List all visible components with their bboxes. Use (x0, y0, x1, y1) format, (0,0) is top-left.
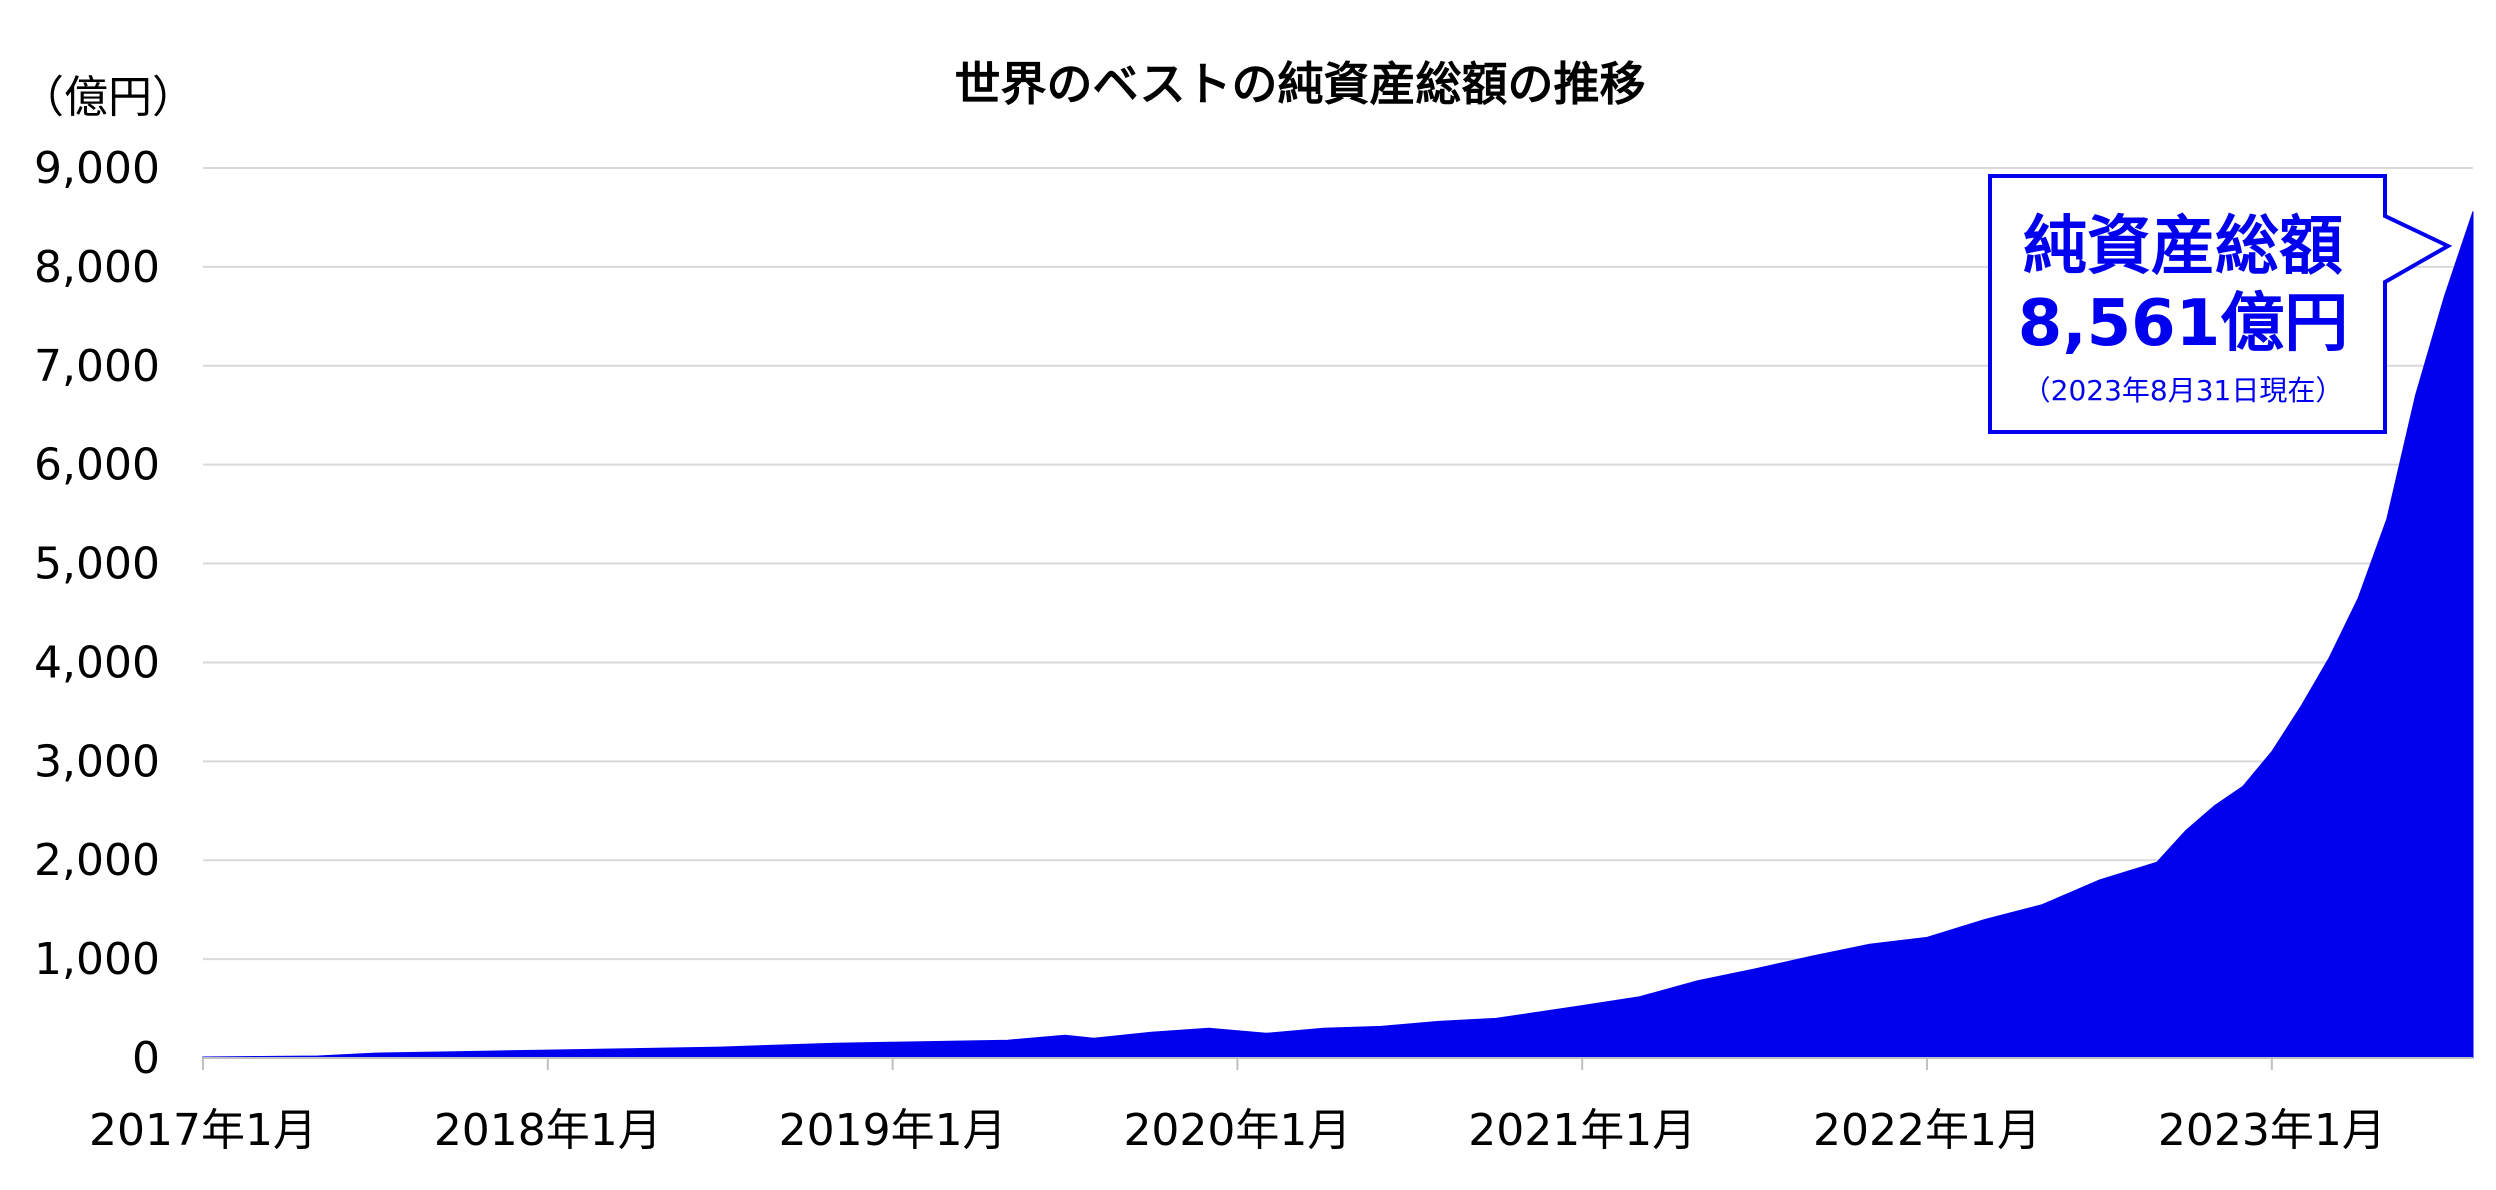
y-tick-label: 4,000 (34, 637, 160, 688)
aum-callout: 純資産総額 8,561億円 （2023年8月31日現在） (1988, 174, 2453, 434)
y-tick-label: 2,000 (34, 835, 160, 886)
x-tick-label: 2022年1月 (1813, 1105, 2041, 1156)
callout-box (1988, 174, 2453, 434)
x-tick-label: 2020年1月 (1123, 1105, 1351, 1156)
x-axis-ticks: 2017年1月 2018年1月 2019年1月 2020年1月 2021年1月 2022年… (89, 1058, 2386, 1156)
gridlines (203, 167, 2473, 961)
x-tick-label: 2023年1月 (2158, 1105, 2386, 1156)
x-tick-label: 2018年1月 (434, 1105, 662, 1156)
aum-area-series (202, 211, 2474, 1059)
callout-date: （2023年8月31日現在） (2023, 374, 2344, 407)
callout-value: 8,561億円 (2018, 287, 2348, 361)
y-tick-label: 5,000 (34, 539, 160, 590)
y-axis-unit-label: （億円） (20, 72, 196, 123)
plot-area (202, 211, 2474, 1059)
x-tick-label: 2017年1月 (89, 1105, 317, 1156)
y-tick-label: 8,000 (34, 242, 160, 293)
y-tick-label: 1,000 (34, 934, 160, 985)
y-axis-ticks: 0 1,000 2,000 3,000 4,000 5,000 6,000 7,000 8,00… (34, 143, 160, 1084)
y-tick-label: 9,000 (34, 143, 160, 194)
y-tick-label: 0 (132, 1033, 160, 1084)
y-tick-label: 3,000 (34, 736, 160, 787)
y-tick-label: 6,000 (34, 440, 160, 491)
callout-title: 純資産総額 (2023, 210, 2343, 284)
x-tick-label: 2019年1月 (779, 1105, 1007, 1156)
x-tick-label: 2021年1月 (1468, 1105, 1696, 1156)
y-tick-label: 7,000 (34, 341, 160, 392)
chart-title: 世界のベストの純資産総額の推移 (955, 57, 1646, 111)
